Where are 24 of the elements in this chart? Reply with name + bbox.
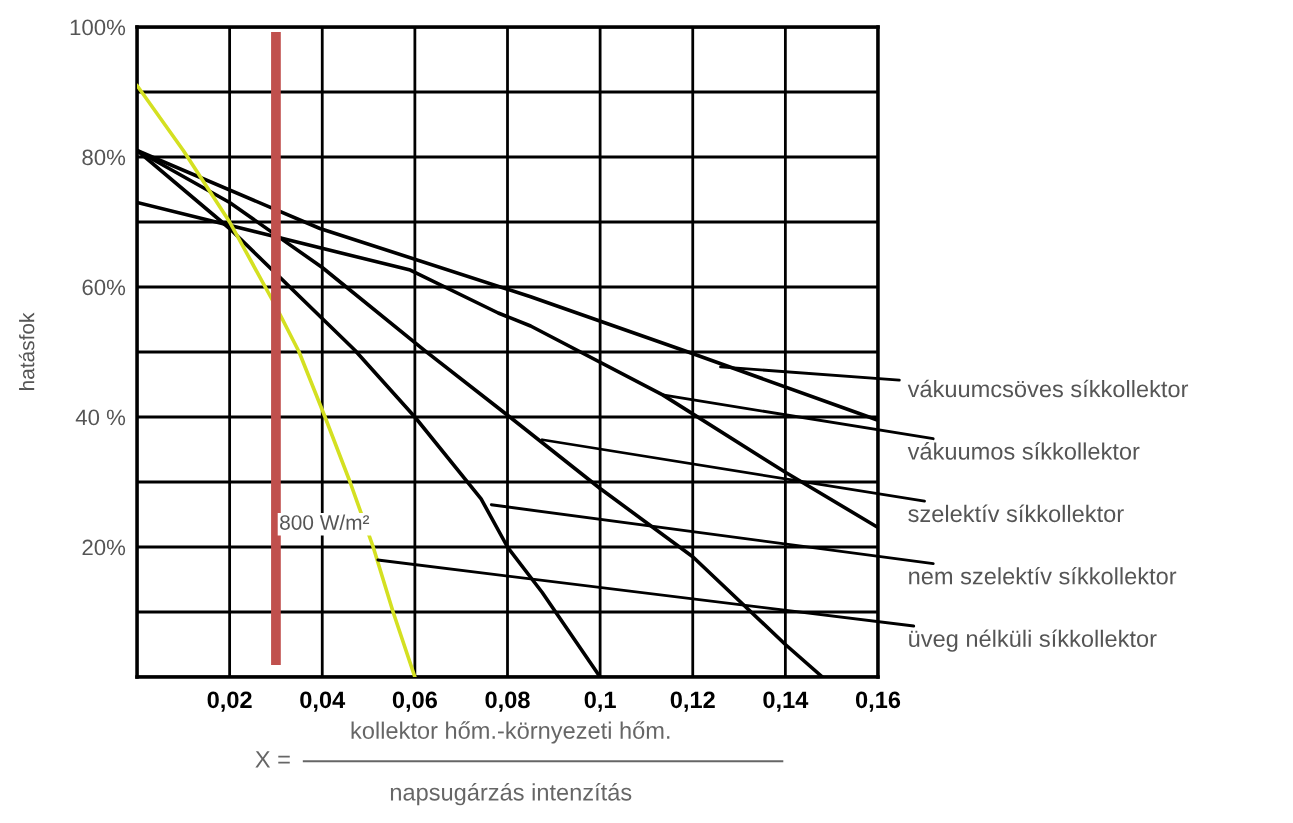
x-tick-label: 0,06 [392, 691, 437, 712]
annotation: nem szelektív síkkollektor [909, 566, 1177, 585]
annotation: szelektív síkkollektor [908, 504, 1124, 523]
text: napsugárzás intenzítás [390, 783, 632, 806]
y-tick-label: 40 % [75, 409, 126, 426]
x-tick-label: 0,14 [763, 691, 809, 712]
y-tick-label: 60% [82, 279, 126, 296]
y-tick-label: 20% [82, 539, 126, 556]
ref-line-label: 800 W/m² [280, 514, 370, 530]
y-tick-label: 80% [82, 149, 126, 166]
text: kollektor hőm.-környezeti hőm. [351, 721, 670, 744]
x-tick-label: 0,16 [855, 691, 901, 712]
x-tick-label: 0,04 [300, 691, 346, 712]
x-tick-label: 0,08 [485, 691, 530, 712]
annotation: vákuumcsöves síkkollektor [907, 379, 1189, 398]
annotation: vákuumos síkkollektor [907, 442, 1140, 460]
x-tick-label: 0,02 [207, 691, 252, 712]
annotation: üveg nélküli síkkollektor [909, 629, 1157, 652]
line-series [137, 83, 417, 677]
text: X = [255, 751, 290, 768]
x-tick-label: 0,1 [584, 691, 616, 712]
x-tick-label: 0,12 [670, 691, 715, 712]
y-axis-title: hatásfok [18, 312, 35, 390]
y-tick-label: 100% [70, 19, 126, 36]
